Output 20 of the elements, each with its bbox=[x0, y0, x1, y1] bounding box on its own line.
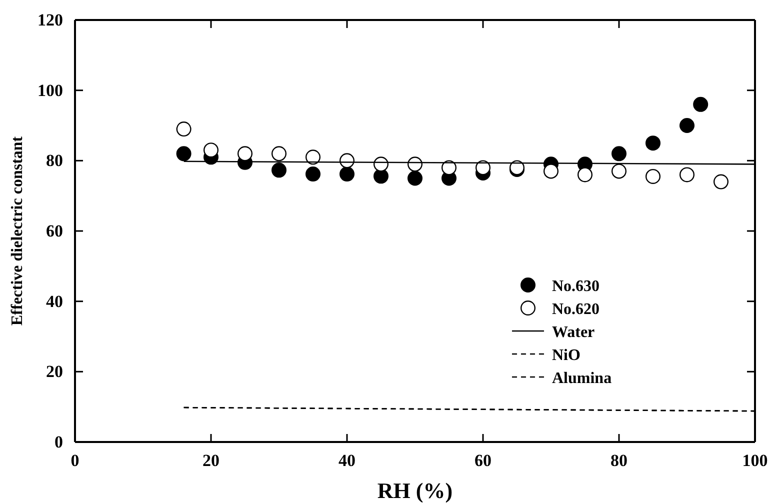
x-tick-label: 80 bbox=[610, 451, 628, 470]
y-tick-label: 20 bbox=[46, 362, 63, 382]
y-tick-label: 40 bbox=[46, 292, 63, 311]
y-tick-label: 60 bbox=[46, 221, 63, 240]
legend-label: No.630 bbox=[552, 278, 600, 295]
legend-label: Water bbox=[552, 324, 595, 341]
x-tick-label: 100 bbox=[742, 451, 768, 470]
x-axis-title: RH (%) bbox=[377, 478, 453, 503]
y-tick-label: 0 bbox=[54, 432, 63, 452]
x-tick-label: 0 bbox=[70, 451, 80, 470]
y-axis-title: Effective dielectric constant bbox=[9, 136, 26, 326]
x-tick-label: 60 bbox=[474, 451, 492, 470]
y-tick-label: 80 bbox=[46, 151, 63, 170]
legend-label: Alumina bbox=[552, 370, 612, 387]
x-tick-label: 20 bbox=[202, 451, 220, 470]
x-tick-label: 40 bbox=[338, 451, 356, 470]
y-tick-label: 120 bbox=[38, 10, 63, 30]
legend-label: No.620 bbox=[552, 301, 600, 318]
legend-label: NiO bbox=[552, 347, 580, 364]
y-tick-label: 100 bbox=[38, 80, 63, 100]
